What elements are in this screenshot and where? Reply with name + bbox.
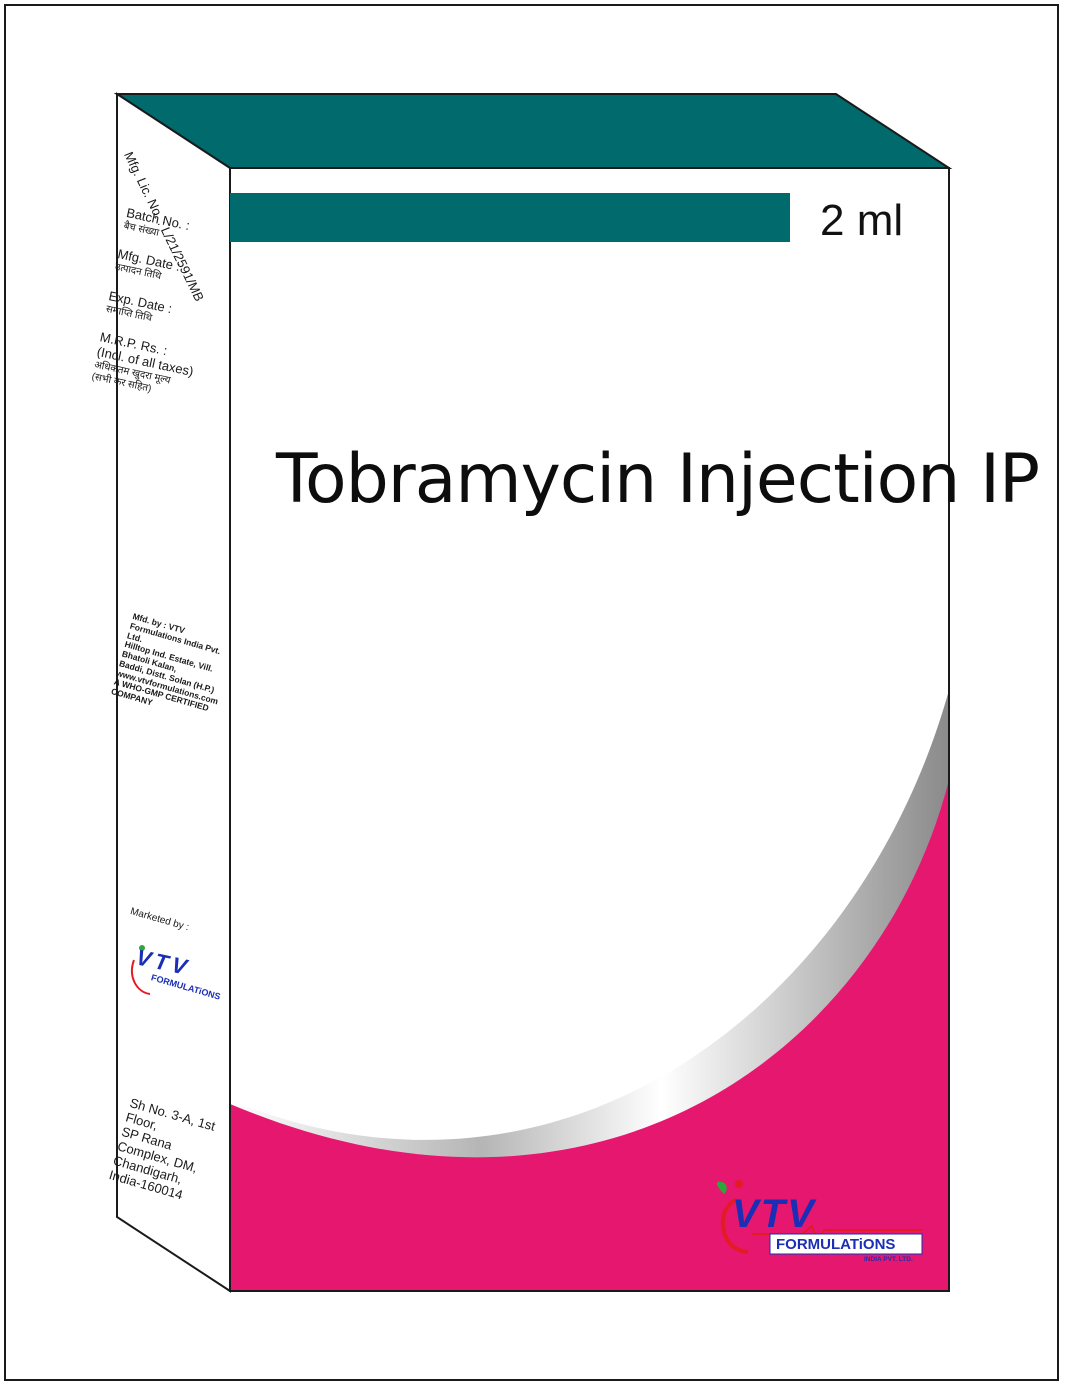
front-logo-mark [716,1180,923,1255]
front-logo: VTV FORMULATiONS INDIA PVT. LTD. [712,1178,932,1268]
side-logo-mark [131,945,151,995]
page-border [4,4,1059,1381]
product-title: Tobramycin Injection IP [276,440,1040,519]
side-logo: VTV FORMULATiONS [130,942,222,1022]
front-logo-sub: INDIA PVT. LTD. [864,1256,913,1263]
front-logo-word: FORMULATiONS [776,1236,896,1253]
teal-header-bar [230,193,790,242]
magenta-swoosh [230,780,949,1291]
volume-label: 2 ml [820,196,904,245]
box-top-face [113,93,953,169]
front-logo-letters: VTV [732,1192,816,1236]
